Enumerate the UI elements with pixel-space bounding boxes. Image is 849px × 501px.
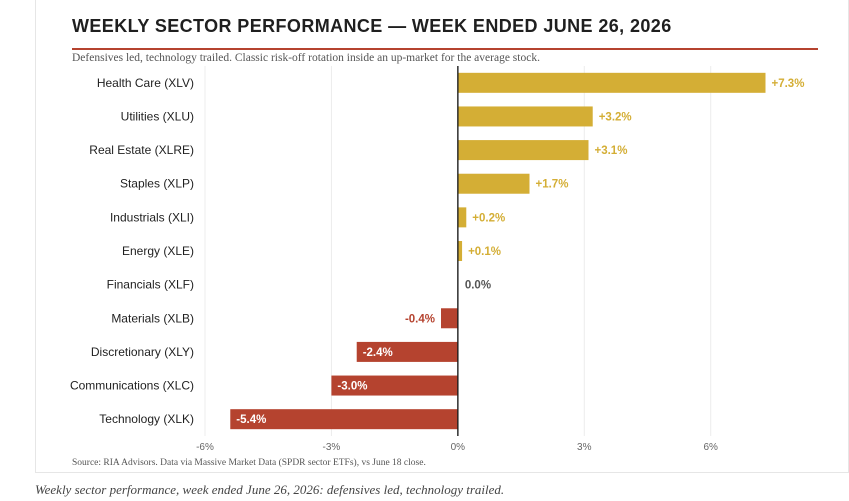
gridlines bbox=[204, 66, 712, 436]
value-label: +0.1% bbox=[468, 246, 501, 258]
x-tick-label: -3% bbox=[323, 442, 341, 453]
category-label: Health Care (XLV) bbox=[97, 76, 194, 90]
bar bbox=[441, 308, 458, 329]
bar bbox=[457, 207, 467, 228]
x-tick-label: -6% bbox=[196, 442, 214, 453]
x-tick-label: 0% bbox=[451, 442, 466, 453]
value-label: +3.1% bbox=[595, 145, 628, 157]
category-label: Materials (XLB) bbox=[111, 311, 194, 325]
bar bbox=[457, 72, 766, 93]
category-label: Energy (XLE) bbox=[122, 244, 194, 258]
bar bbox=[331, 375, 458, 396]
labels: -6% -3% 0% 3% 6% Health Care (XLV) +7.3% Utilit… bbox=[70, 66, 804, 453]
chart-subtitle: Defensives led, technology trailed. Clas… bbox=[72, 52, 540, 64]
value-label: -0.4% bbox=[405, 313, 435, 325]
bars bbox=[230, 72, 766, 430]
value-label: 0.0% bbox=[465, 280, 491, 292]
value-label: -5.4% bbox=[236, 414, 266, 426]
category-label: Staples (XLP) bbox=[120, 177, 194, 191]
source-note: Source: RIA Advisors. Data via Massive M… bbox=[72, 458, 426, 468]
category-label: Communications (XLC) bbox=[70, 379, 194, 393]
x-tick-label: 6% bbox=[703, 442, 718, 453]
category-label: Discretionary (XLY) bbox=[91, 345, 194, 359]
value-label: -3.0% bbox=[337, 381, 367, 393]
bar bbox=[457, 140, 589, 161]
bar bbox=[457, 106, 593, 127]
value-label: +1.7% bbox=[536, 179, 569, 191]
value-label: -2.4% bbox=[363, 347, 393, 359]
bar bbox=[457, 173, 530, 194]
x-tick-label: 3% bbox=[577, 442, 592, 453]
value-label: +3.2% bbox=[599, 111, 632, 123]
bar bbox=[356, 341, 458, 362]
category-label: Utilities (XLU) bbox=[121, 109, 194, 123]
bar bbox=[457, 241, 463, 261]
bar bbox=[230, 409, 458, 430]
value-label: +0.2% bbox=[472, 212, 505, 224]
figure-caption: Weekly sector performance, week ended Ju… bbox=[35, 482, 505, 497]
chart-title: WEEKLY SECTOR PERFORMANCE — WEEK ENDED J… bbox=[72, 16, 672, 36]
category-label: Financials (XLF) bbox=[107, 278, 194, 292]
category-label: Industrials (XLI) bbox=[110, 210, 194, 224]
category-label: Real Estate (XLRE) bbox=[89, 143, 194, 157]
title-rule bbox=[72, 48, 818, 50]
category-label: Technology (XLK) bbox=[99, 412, 194, 426]
value-label: +7.3% bbox=[772, 78, 805, 90]
